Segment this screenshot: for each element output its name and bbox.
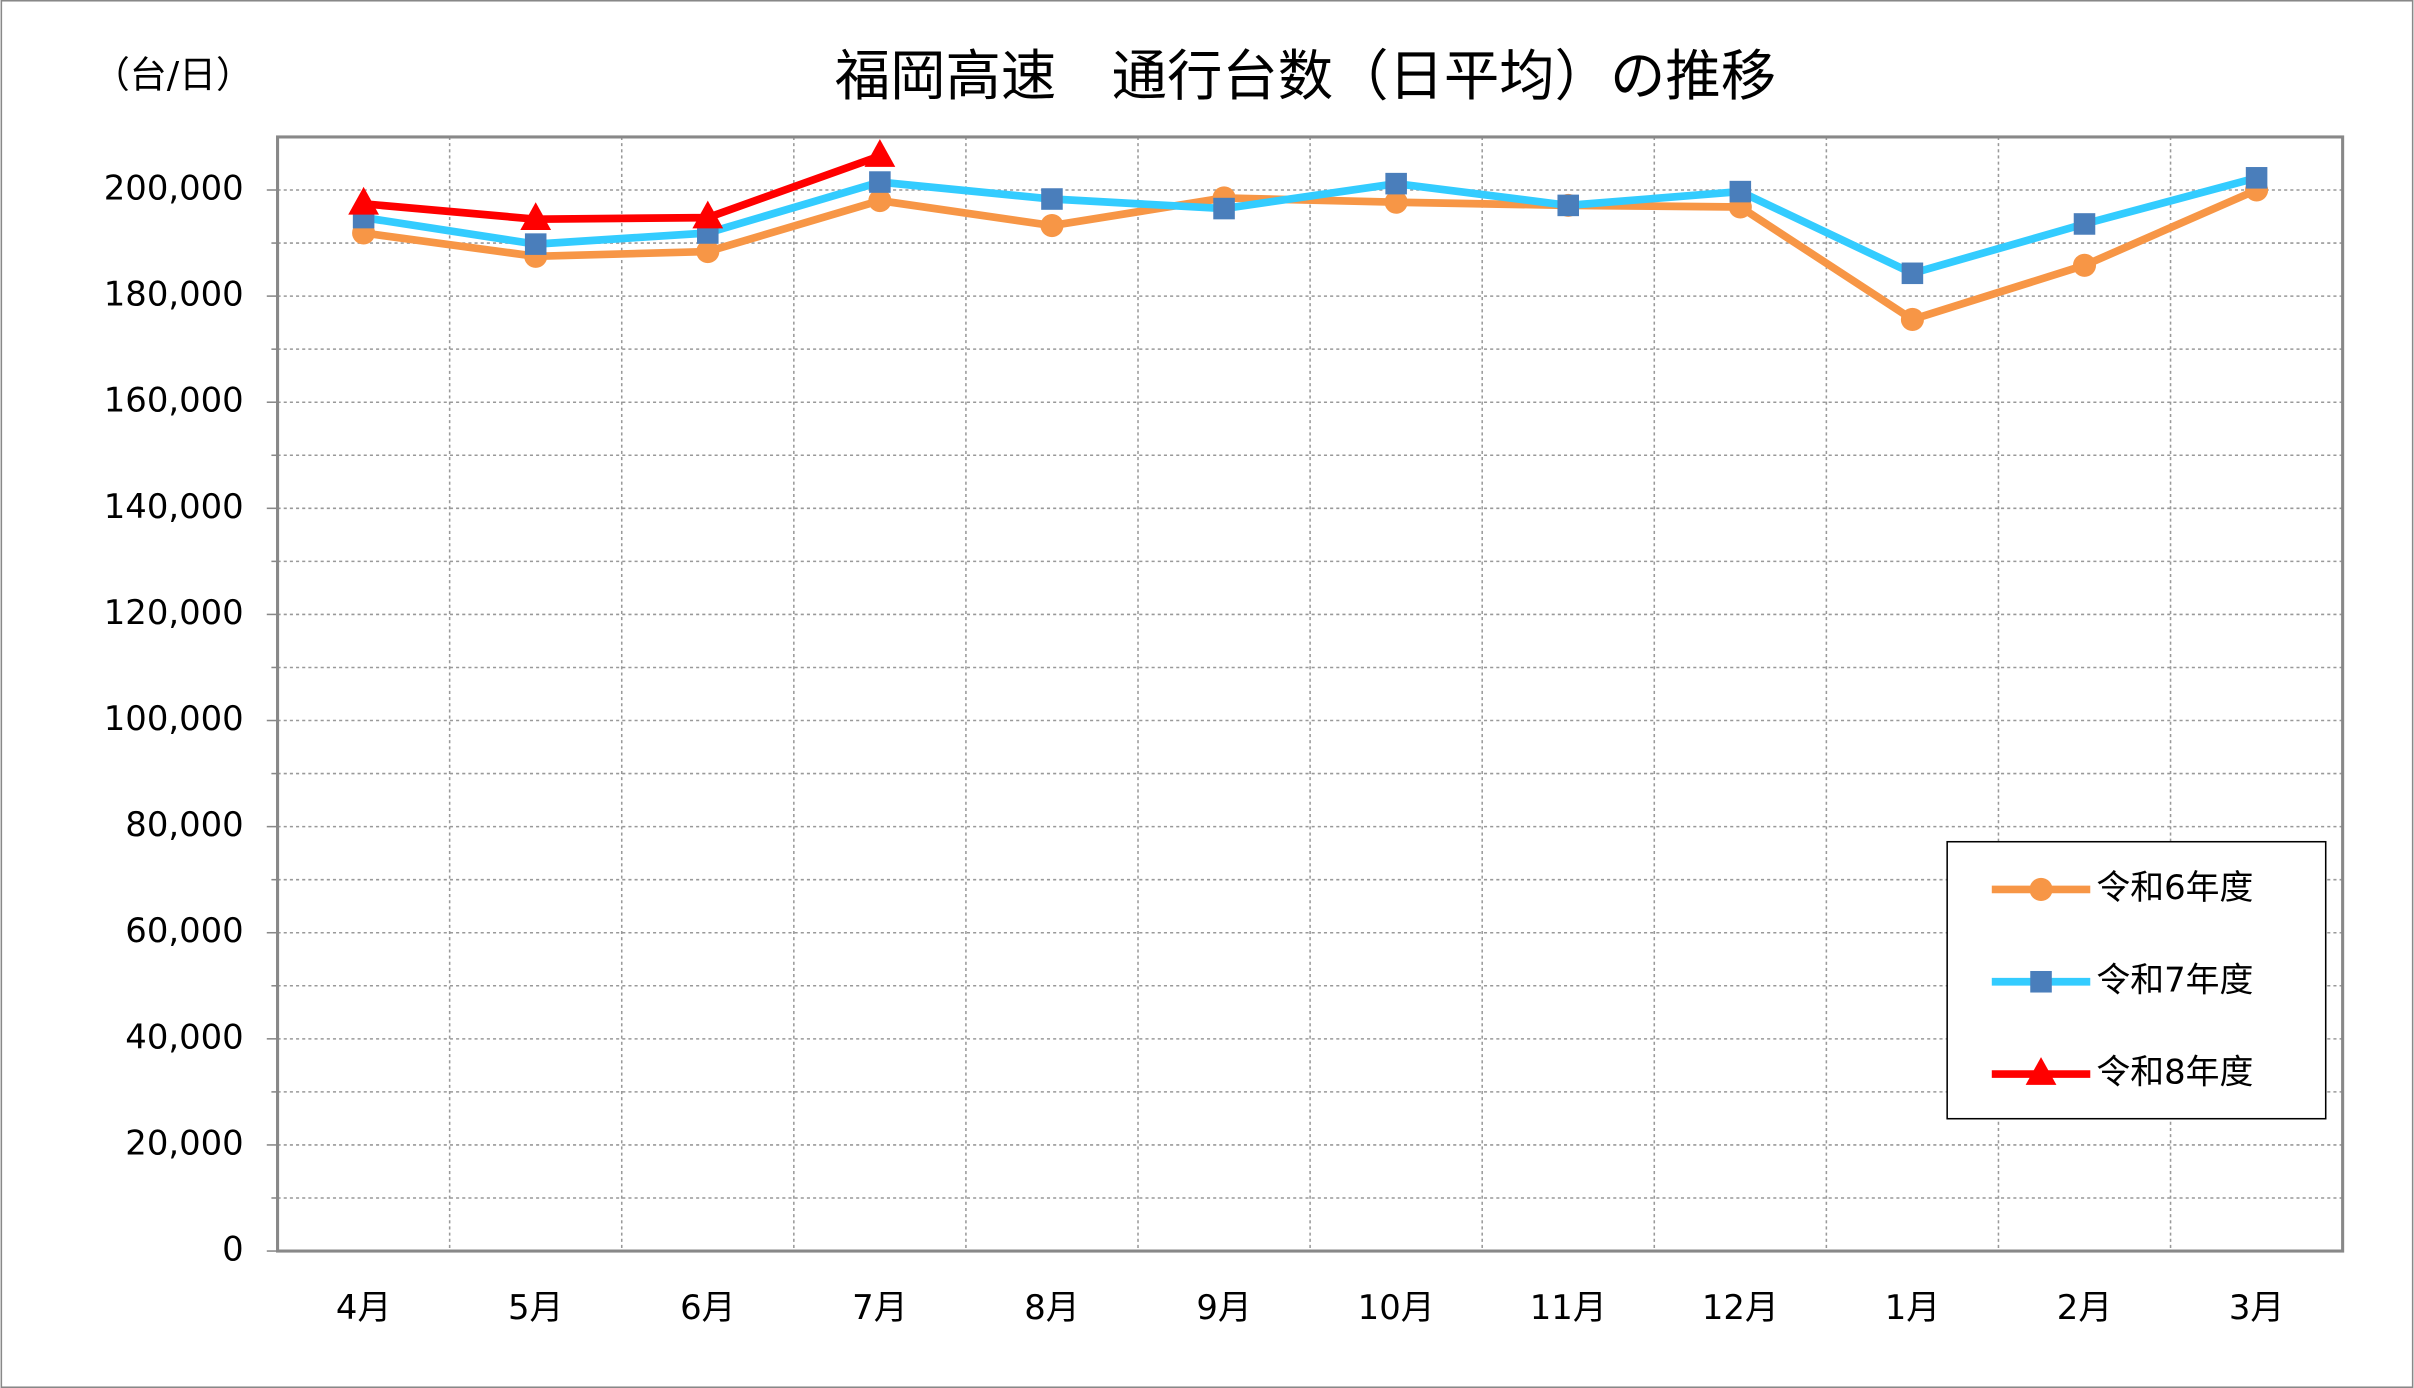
y-tick-label: 180,000 bbox=[104, 275, 244, 314]
marker bbox=[1901, 262, 1924, 285]
marker bbox=[692, 200, 724, 229]
marker bbox=[1384, 190, 1408, 214]
x-tick-label: 5月 bbox=[508, 1288, 563, 1327]
legend-label: 令和6年度 bbox=[2096, 868, 2253, 907]
y-tick-label: 80,000 bbox=[125, 805, 243, 844]
y-tick-label: 200,000 bbox=[104, 169, 244, 208]
marker bbox=[1041, 188, 1063, 210]
marker bbox=[348, 186, 379, 215]
marker bbox=[524, 233, 547, 255]
y-axis-label: （台/日） bbox=[93, 53, 253, 96]
legend-label: 令和8年度 bbox=[2096, 1053, 2253, 1092]
y-tick-label: 60,000 bbox=[125, 911, 243, 950]
x-tick-label: 1月 bbox=[1885, 1288, 1940, 1327]
marker bbox=[520, 202, 552, 230]
x-tick-label: 12月 bbox=[1702, 1288, 1779, 1327]
marker bbox=[864, 139, 896, 167]
marker bbox=[1729, 180, 1752, 203]
y-tick-label: 100,000 bbox=[104, 699, 244, 738]
marker bbox=[1213, 197, 1235, 220]
marker bbox=[1900, 307, 1924, 331]
y-tick-label: 40,000 bbox=[125, 1017, 243, 1056]
plot-border bbox=[276, 135, 2345, 1253]
marker bbox=[868, 189, 892, 213]
x-tick-label: 6月 bbox=[680, 1288, 735, 1327]
marker bbox=[1040, 214, 1064, 238]
y-tick-label: 0 bbox=[222, 1230, 244, 1269]
marker bbox=[2073, 213, 2096, 235]
x-tick-label: 9月 bbox=[1196, 1288, 1251, 1327]
marker bbox=[1385, 172, 1407, 195]
x-tick-label: 10月 bbox=[1358, 1288, 1435, 1327]
x-tick-label: 8月 bbox=[1024, 1288, 1079, 1327]
x-tick-label: 2月 bbox=[2057, 1288, 2112, 1327]
series-line bbox=[363, 152, 882, 224]
y-tick-label: 160,000 bbox=[104, 381, 244, 420]
x-tick-label: 11月 bbox=[1530, 1288, 1607, 1327]
marker bbox=[2030, 970, 2052, 993]
marker bbox=[696, 240, 720, 264]
y-tick-label: 140,000 bbox=[104, 487, 244, 526]
x-tick-label: 3月 bbox=[2229, 1288, 2284, 1327]
y-tick-label: 120,000 bbox=[104, 593, 244, 632]
marker bbox=[2072, 253, 2097, 277]
x-tick-label: 4月 bbox=[336, 1288, 391, 1327]
marker bbox=[2025, 1057, 2057, 1085]
series-line bbox=[363, 174, 2258, 278]
y-tick-label: 20,000 bbox=[125, 1123, 243, 1162]
x-tick-label: 7月 bbox=[852, 1288, 907, 1327]
marker bbox=[2245, 167, 2268, 189]
marker bbox=[2029, 877, 2053, 901]
series-line bbox=[363, 186, 2259, 324]
marker bbox=[869, 171, 891, 193]
legend-label: 令和7年度 bbox=[2096, 960, 2253, 999]
marker bbox=[1557, 194, 1580, 217]
chart-title: 福岡高速 通行台数（日平均）の推移 bbox=[835, 45, 1776, 109]
